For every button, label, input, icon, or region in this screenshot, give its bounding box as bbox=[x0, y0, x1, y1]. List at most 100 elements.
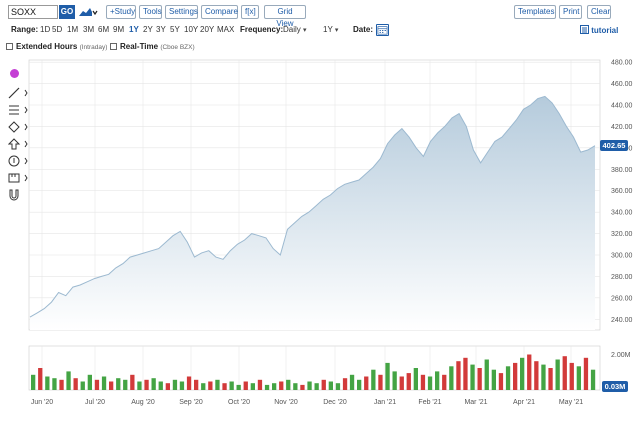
volume-bar bbox=[109, 381, 114, 390]
templates-button[interactable]: Templates bbox=[514, 5, 556, 19]
fx-button[interactable]: f[x] bbox=[241, 5, 259, 19]
volume-bar bbox=[80, 381, 85, 390]
volume-bar bbox=[130, 374, 135, 390]
period-select[interactable]: 1Y ▾ bbox=[323, 25, 339, 34]
volume-last-marker: 0.03M bbox=[602, 381, 628, 392]
volume-bar bbox=[250, 383, 255, 390]
price-tick-label: 320.00 bbox=[611, 231, 633, 238]
price-tick-label: 280.00 bbox=[611, 274, 633, 281]
tutorial-icon bbox=[580, 25, 589, 34]
volume-bar bbox=[477, 368, 482, 390]
range-label: Range: bbox=[11, 25, 39, 34]
volume-bar bbox=[534, 361, 539, 390]
date-axis: Jun '20 Jul '20 Aug '20 Sep '20 Oct '20 Nov '… bbox=[31, 399, 583, 406]
clear-button[interactable]: Clear bbox=[587, 5, 611, 19]
volume-bar bbox=[335, 383, 341, 390]
tools-button[interactable]: Tools bbox=[139, 5, 162, 19]
date-tick-label: Mar '21 bbox=[464, 399, 487, 406]
range-option-20y[interactable]: 20Y bbox=[200, 25, 215, 34]
volume-bar bbox=[215, 379, 220, 390]
chart-type-icon[interactable] bbox=[78, 6, 98, 18]
symbol-input[interactable]: SOXX bbox=[8, 5, 58, 19]
volume-bar bbox=[286, 379, 291, 390]
volume-bar bbox=[321, 379, 326, 390]
tutorial-link[interactable]: tutorial bbox=[580, 25, 618, 35]
volume-bar bbox=[293, 383, 298, 390]
grid-view-button[interactable]: Grid View bbox=[264, 5, 306, 28]
price-chart[interactable]: 480.00460.00440.00420.00400.00380.00360.… bbox=[0, 58, 640, 416]
add-study-button[interactable]: +Study bbox=[106, 5, 136, 19]
extended-hours-checkbox[interactable] bbox=[6, 43, 13, 50]
top-toolbar: SOXX GO +Study Tools Settings Compare f[… bbox=[0, 0, 640, 28]
range-option-2y[interactable]: 2Y bbox=[143, 25, 153, 34]
range-option-1d[interactable]: 1D bbox=[40, 25, 51, 34]
volume-bar bbox=[194, 379, 199, 390]
volume-bar bbox=[236, 384, 241, 390]
range-option-5d[interactable]: 5D bbox=[52, 25, 63, 34]
range-option-10y[interactable]: 10Y bbox=[184, 25, 199, 34]
calendar-icon[interactable] bbox=[376, 24, 389, 36]
chart-canvas[interactable]: 480.00460.00440.00420.00400.00380.00360.… bbox=[0, 58, 640, 416]
price-area bbox=[30, 96, 595, 331]
date-tick-label: Sep '20 bbox=[179, 399, 203, 406]
range-option-1y[interactable]: 1Y bbox=[129, 25, 139, 34]
range-option-3m[interactable]: 3M bbox=[83, 25, 95, 34]
realtime-checkbox[interactable] bbox=[110, 43, 117, 50]
volume-bar bbox=[257, 379, 263, 390]
price-tick-label: 360.00 bbox=[611, 188, 633, 195]
volume-bar bbox=[307, 381, 312, 390]
compare-button[interactable]: Compare bbox=[201, 5, 238, 19]
annotation-tool-icon[interactable] bbox=[8, 155, 30, 167]
range-option-3y[interactable]: 3Y bbox=[156, 25, 166, 34]
color-picker-icon[interactable] bbox=[9, 68, 20, 79]
volume-bars bbox=[31, 354, 596, 390]
volume-bar bbox=[548, 368, 553, 390]
range-option-max[interactable]: MAX bbox=[217, 25, 235, 34]
volume-bar bbox=[413, 368, 418, 390]
measure-tool-icon[interactable] bbox=[8, 172, 30, 184]
volume-bar bbox=[101, 376, 107, 390]
arrow-tool-icon[interactable] bbox=[8, 138, 30, 150]
volume-bar bbox=[435, 371, 440, 390]
date-tick-label: Oct '20 bbox=[228, 399, 250, 406]
volume-bar bbox=[208, 381, 213, 390]
range-option-1m[interactable]: 1M bbox=[67, 25, 79, 34]
extended-hours-label: Extended Hours (Intraday) bbox=[16, 42, 108, 51]
volume-bar bbox=[300, 384, 305, 390]
volume-bar bbox=[229, 381, 234, 390]
volume-bar bbox=[520, 357, 525, 390]
volume-bar bbox=[264, 384, 270, 390]
range-option-6m[interactable]: 6M bbox=[98, 25, 110, 34]
last-price-label: 402.65 bbox=[603, 141, 626, 150]
volume-bar bbox=[87, 374, 92, 390]
frequency-select[interactable]: Daily ▾ bbox=[283, 25, 307, 34]
line-tool-icon[interactable] bbox=[8, 87, 30, 99]
magnet-tool-icon[interactable] bbox=[8, 189, 20, 201]
print-button[interactable]: Print bbox=[559, 5, 582, 19]
range-option-5y[interactable]: 5Y bbox=[170, 25, 180, 34]
range-row: Range: 1D 5D 1M 3M 6M 9M 1Y 2Y 3Y 5Y 10Y 20Y MAX Fre… bbox=[0, 24, 640, 36]
volume-bar bbox=[179, 381, 185, 390]
fibonacci-tool-icon[interactable] bbox=[8, 104, 30, 116]
volume-bar bbox=[38, 368, 43, 390]
volume-bar bbox=[66, 371, 71, 390]
date-tick-label: Aug '20 bbox=[131, 399, 155, 406]
shape-tool-icon[interactable] bbox=[8, 121, 30, 133]
volume-bar bbox=[73, 378, 78, 390]
volume-bar bbox=[484, 359, 489, 390]
price-tick-label: 240.00 bbox=[611, 317, 633, 324]
volume-bar bbox=[186, 376, 192, 390]
frequency-label: Frequency: bbox=[240, 25, 284, 34]
settings-button[interactable]: Settings bbox=[165, 5, 198, 19]
volume-bar bbox=[555, 359, 560, 390]
date-tick-label: Jan '21 bbox=[374, 399, 396, 406]
last-price-marker: 402.65 bbox=[600, 140, 628, 151]
volume-bar bbox=[583, 357, 589, 390]
volume-bar bbox=[442, 374, 447, 390]
volume-bar bbox=[406, 373, 411, 390]
price-tick-label: 300.00 bbox=[611, 253, 633, 260]
volume-bar bbox=[137, 381, 142, 390]
go-button[interactable]: GO bbox=[59, 5, 75, 19]
range-option-9m[interactable]: 9M bbox=[113, 25, 125, 34]
volume-bar bbox=[385, 362, 390, 390]
